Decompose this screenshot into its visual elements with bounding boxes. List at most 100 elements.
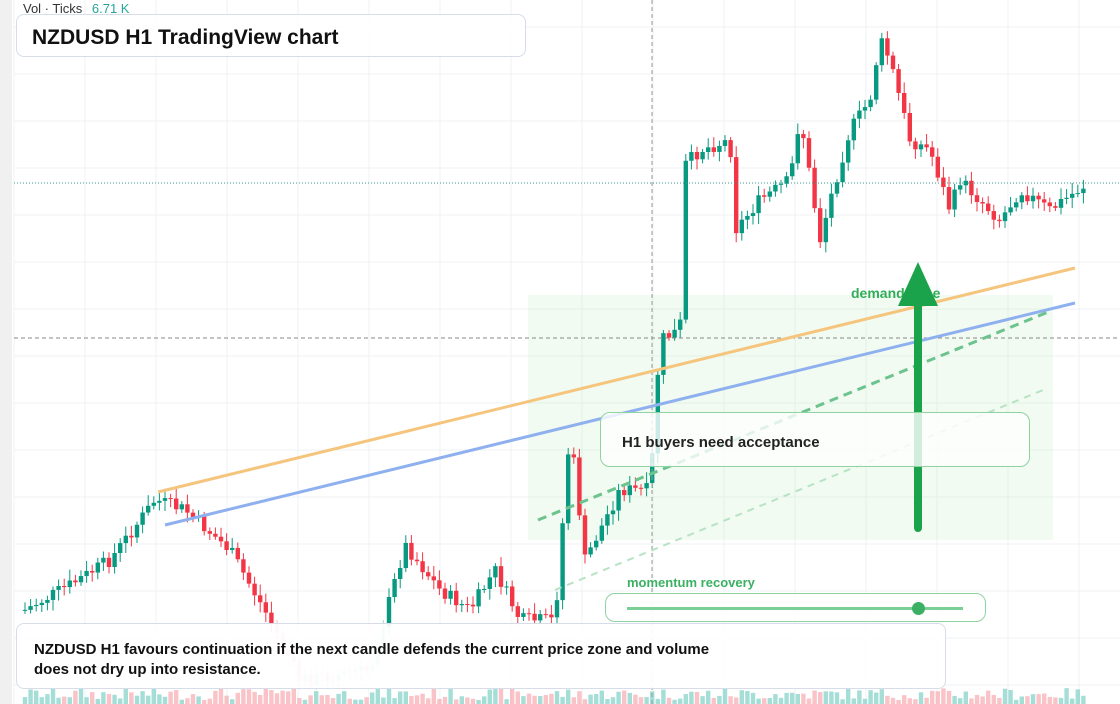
- volume-bar: [123, 688, 128, 704]
- volume-bar: [146, 695, 151, 704]
- volume-bar: [1081, 695, 1086, 704]
- candle-body: [672, 329, 677, 338]
- volume-bar: [459, 696, 464, 704]
- volume-bar: [1058, 697, 1064, 704]
- volume-bar: [162, 696, 168, 704]
- candle-body: [1070, 193, 1075, 198]
- candle-body: [504, 586, 509, 588]
- candle-body: [661, 333, 666, 375]
- volume-bar: [778, 697, 784, 704]
- candle-body: [633, 485, 638, 488]
- volume-bar: [678, 698, 683, 704]
- volume-bar: [991, 694, 996, 704]
- volume-bar: [610, 697, 616, 704]
- left-strip: [0, 0, 12, 704]
- candle-body: [806, 138, 812, 168]
- candle-body: [129, 535, 134, 538]
- candle-body: [515, 606, 520, 617]
- volume-bar: [834, 692, 840, 704]
- slider-knob[interactable]: [912, 602, 925, 615]
- caption: NZDUSD H1 favours continuation if the ne…: [34, 640, 709, 680]
- candle-body: [560, 523, 565, 601]
- candle-body: [202, 515, 207, 532]
- volume-bar: [207, 698, 212, 704]
- volume-bar: [717, 695, 722, 704]
- candle-body: [778, 183, 784, 185]
- volume-bar: [874, 692, 879, 704]
- volume-bar: [504, 699, 509, 704]
- volume-bar: [487, 689, 492, 704]
- volume-bar: [39, 697, 44, 704]
- candle-body: [543, 614, 548, 616]
- volume-bar: [963, 691, 968, 704]
- volume-bar: [392, 698, 397, 704]
- volume-bar: [22, 697, 28, 704]
- candle-body: [890, 55, 896, 70]
- candle-body: [426, 572, 431, 577]
- volume-bar: [134, 695, 140, 704]
- volume-bar: [90, 692, 95, 704]
- volume-bar: [538, 696, 543, 704]
- candle-body: [577, 457, 582, 516]
- candle-body: [118, 543, 123, 554]
- volume-bar: [325, 694, 330, 704]
- volume-bar: [314, 691, 319, 704]
- volume-bar: [918, 692, 924, 704]
- volume-bar: [1070, 698, 1075, 704]
- candle-body: [801, 134, 806, 139]
- candle-body: [700, 151, 705, 160]
- candle-body: [538, 614, 543, 621]
- candle-body: [67, 580, 72, 588]
- candle-body: [1014, 202, 1019, 208]
- volume-bar: [235, 692, 240, 704]
- volume-bar: [190, 694, 196, 704]
- candle-body: [218, 536, 224, 542]
- slider[interactable]: [605, 593, 986, 622]
- volume-bar: [84, 697, 89, 704]
- candle-body: [857, 110, 862, 119]
- candle-body: [1008, 207, 1013, 213]
- candle-body: [78, 576, 84, 583]
- candle-body: [879, 38, 884, 66]
- candle-body: [1058, 198, 1064, 208]
- candle-body: [101, 557, 106, 563]
- candle-body: [521, 613, 526, 617]
- volume-bar: [258, 695, 263, 704]
- volume-bar: [655, 698, 660, 704]
- volume-bar: [73, 690, 78, 704]
- title-box: NZDUSD H1 TradingView chart: [16, 14, 526, 57]
- arrow-head: [898, 262, 938, 306]
- candle-body: [420, 561, 425, 573]
- candle-body: [907, 112, 912, 142]
- candle-body: [56, 586, 61, 590]
- candle-body: [627, 485, 632, 496]
- volume-bar: [594, 694, 599, 704]
- candle-body: [73, 580, 78, 583]
- volume-bar: [1075, 689, 1080, 704]
- candle-body: [795, 134, 800, 164]
- volume-bar: [879, 689, 884, 704]
- volume-bar: [196, 696, 201, 704]
- volume-bar: [112, 694, 117, 704]
- volume-bar: [941, 688, 946, 704]
- volume-bar: [185, 698, 190, 704]
- candle-body: [823, 217, 828, 243]
- volume-bar: [627, 692, 632, 704]
- volume-bar: [1030, 694, 1036, 704]
- volume-bar: [896, 699, 901, 704]
- volume-bar: [913, 699, 918, 704]
- volume-bar: [246, 689, 252, 704]
- candle-body: [62, 586, 67, 588]
- candle-body: [722, 140, 728, 146]
- candle-body: [1075, 193, 1080, 195]
- candle-body: [638, 487, 644, 489]
- volume-bar: [381, 697, 386, 704]
- candle-body: [50, 589, 56, 600]
- grid: [13, 0, 1120, 704]
- candle-body: [986, 203, 991, 212]
- volume-bar: [706, 690, 711, 704]
- candle-body: [756, 195, 761, 214]
- volume-bar: [980, 696, 985, 704]
- volume-bar: [118, 698, 123, 704]
- volume-bar: [857, 690, 862, 704]
